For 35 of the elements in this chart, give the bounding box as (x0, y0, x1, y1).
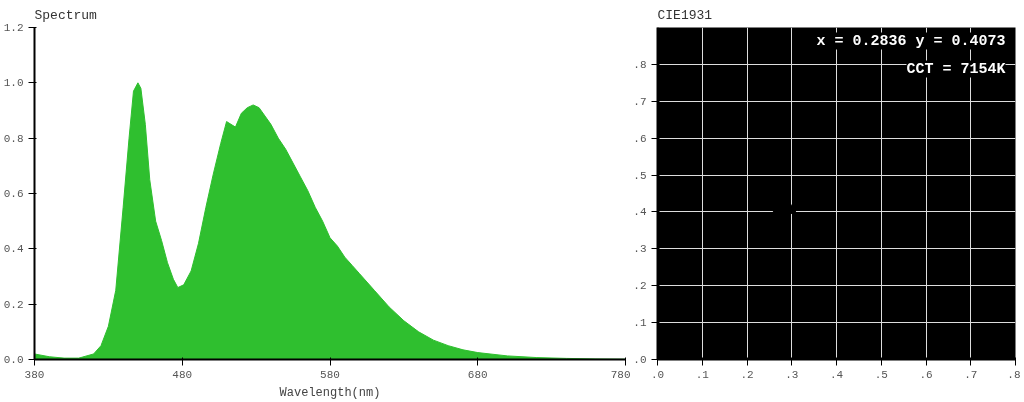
y-tick-label: .6 (633, 132, 647, 145)
y-tick-label: 0.4 (3, 243, 24, 256)
y-tick-label: 0.2 (3, 298, 24, 311)
x-tick-label: .3 (785, 368, 799, 381)
chart-title: Spectrum (34, 7, 98, 23)
y-tick-label: .8 (633, 58, 647, 71)
y-tick-label: .0 (633, 354, 647, 366)
x-tick-label: 580 (320, 368, 340, 381)
x-tick-label: 680 (467, 368, 488, 381)
x-tick-label: 480 (172, 368, 193, 381)
y-tick-label: .2 (633, 280, 647, 293)
x-tick-label: .5 (874, 368, 888, 381)
x-tick-label: .4 (829, 368, 844, 381)
x-tick-label: .7 (964, 368, 978, 381)
y-tick-label: 1.2 (3, 22, 24, 34)
annotation: x = 0.2836 y = 0.4073 (816, 32, 1006, 50)
x-axis-title: Wavelength(nm) (279, 385, 381, 400)
x-tick-label: 380 (24, 368, 45, 381)
chart-title: CIE1931 (657, 7, 713, 23)
y-tick-label: 0.8 (3, 132, 24, 145)
x-tick-label: 780 (610, 368, 631, 381)
y-tick-label: .5 (633, 169, 647, 182)
y-tick-label: 0.6 (3, 188, 24, 200)
y-tick-label: .3 (633, 243, 647, 256)
y-tick-label: 0.0 (3, 354, 24, 366)
annotation: CCT = 7154K (906, 60, 1006, 78)
y-tick-label: 1.0 (3, 77, 24, 90)
y-tick-label: .4 (633, 206, 647, 219)
y-tick-label: .1 (633, 317, 647, 330)
x-tick-label: .8 (1007, 368, 1021, 381)
x-tick-label: .6 (919, 368, 933, 381)
x-tick-label: .0 (650, 368, 665, 381)
x-tick-label: .1 (695, 368, 710, 381)
x-tick-label: .2 (740, 368, 754, 381)
y-tick-label: .7 (633, 95, 647, 108)
